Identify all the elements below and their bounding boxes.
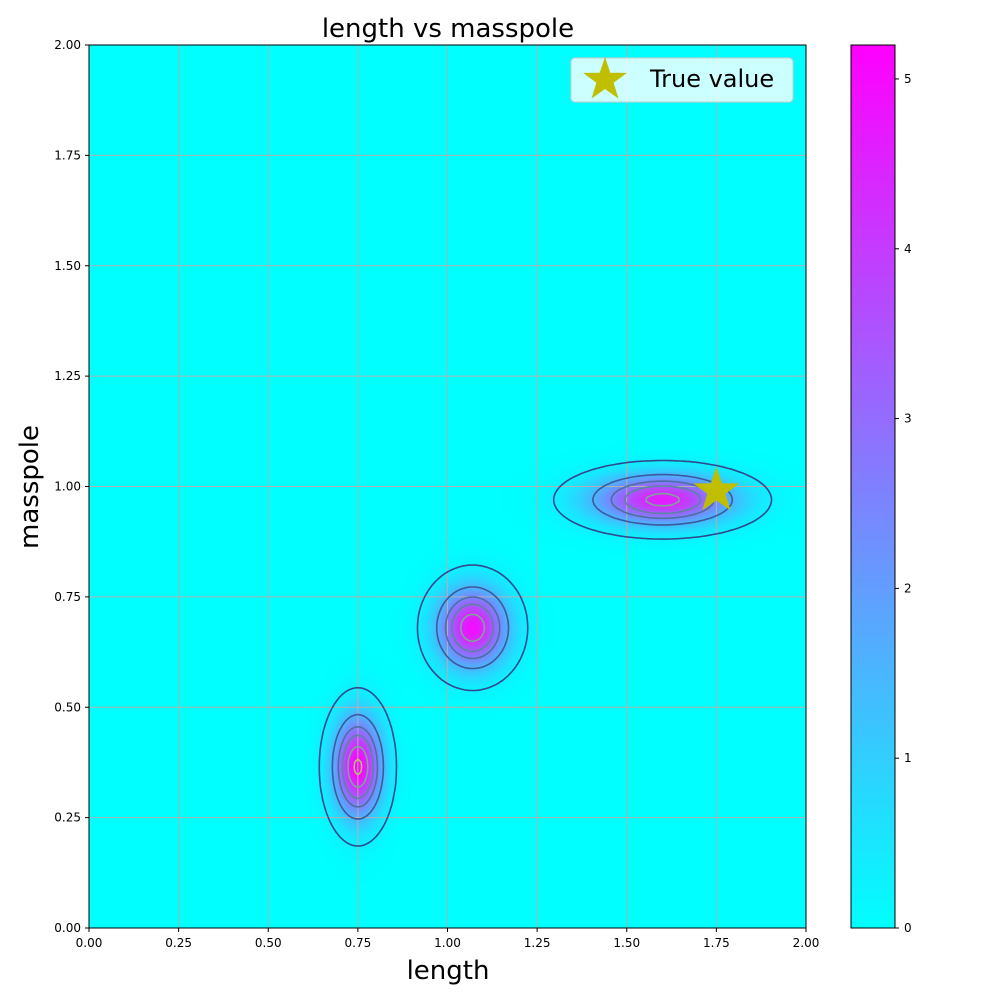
- y-axis-title: masspole: [15, 425, 45, 549]
- y-tick-label: 0.50: [54, 700, 81, 714]
- contour-line: [353, 758, 363, 776]
- y-axis-ticks: 0.00 0.25 0.50 0.75 1.00 1.25 1.50 1.75 2.00: [54, 38, 89, 935]
- x-tick-label: 0.75: [345, 936, 372, 950]
- x-tick-label: 0.50: [255, 936, 282, 950]
- legend-box: [570, 57, 794, 103]
- contour-lines: [318, 459, 773, 847]
- x-axis-title: length: [407, 956, 490, 986]
- legend: True value: [570, 57, 794, 103]
- y-tick-label: 2.00: [54, 38, 81, 52]
- y-tick-label: 0.75: [54, 590, 81, 604]
- colorbar: 0 1 2 3 4 5: [850, 44, 912, 935]
- colorbar-gradient: [850, 44, 896, 929]
- y-tick-label: 1.75: [54, 148, 81, 162]
- x-tick-label: 1.00: [434, 936, 461, 950]
- chart-title: length vs masspole: [322, 14, 574, 44]
- colorbar-tick-label: 5: [904, 72, 912, 86]
- x-tick-label: 1.50: [613, 936, 640, 950]
- y-tick-label: 1.00: [54, 480, 81, 494]
- contour-line: [347, 492, 680, 788]
- x-tick-label: 2.00: [793, 936, 820, 950]
- y-tick-label: 1.50: [54, 259, 81, 273]
- legend-star-icon: [583, 57, 627, 99]
- colorbar-tick-label: 0: [904, 921, 912, 935]
- colorbar-tick-label: 1: [904, 751, 912, 765]
- colorbar-tick-label: 4: [904, 242, 912, 256]
- x-tick-label: 0.00: [76, 936, 103, 950]
- x-axis-ticks: 0.00 0.25 0.50 0.75 1.00 1.25 1.50 1.75 2.00: [76, 928, 820, 950]
- contour-line: [337, 480, 715, 808]
- colorbar-tick-label: 3: [904, 412, 912, 426]
- legend-label: True value: [649, 65, 774, 93]
- plot-area: [88, 44, 807, 929]
- x-tick-label: 0.25: [165, 936, 192, 950]
- true-value-star-marker: [693, 466, 740, 511]
- contour-line: [341, 485, 702, 800]
- y-tick-label: 0.00: [54, 921, 81, 935]
- colorbar-tick-label: 2: [904, 581, 912, 595]
- y-tick-label: 1.25: [54, 369, 81, 383]
- contour-line: [318, 459, 773, 847]
- x-tick-label: 1.75: [703, 936, 730, 950]
- y-tick-label: 0.25: [54, 811, 81, 825]
- colorbar-ticks: 0 1 2 3 4 5: [895, 72, 912, 935]
- x-tick-label: 1.25: [524, 936, 551, 950]
